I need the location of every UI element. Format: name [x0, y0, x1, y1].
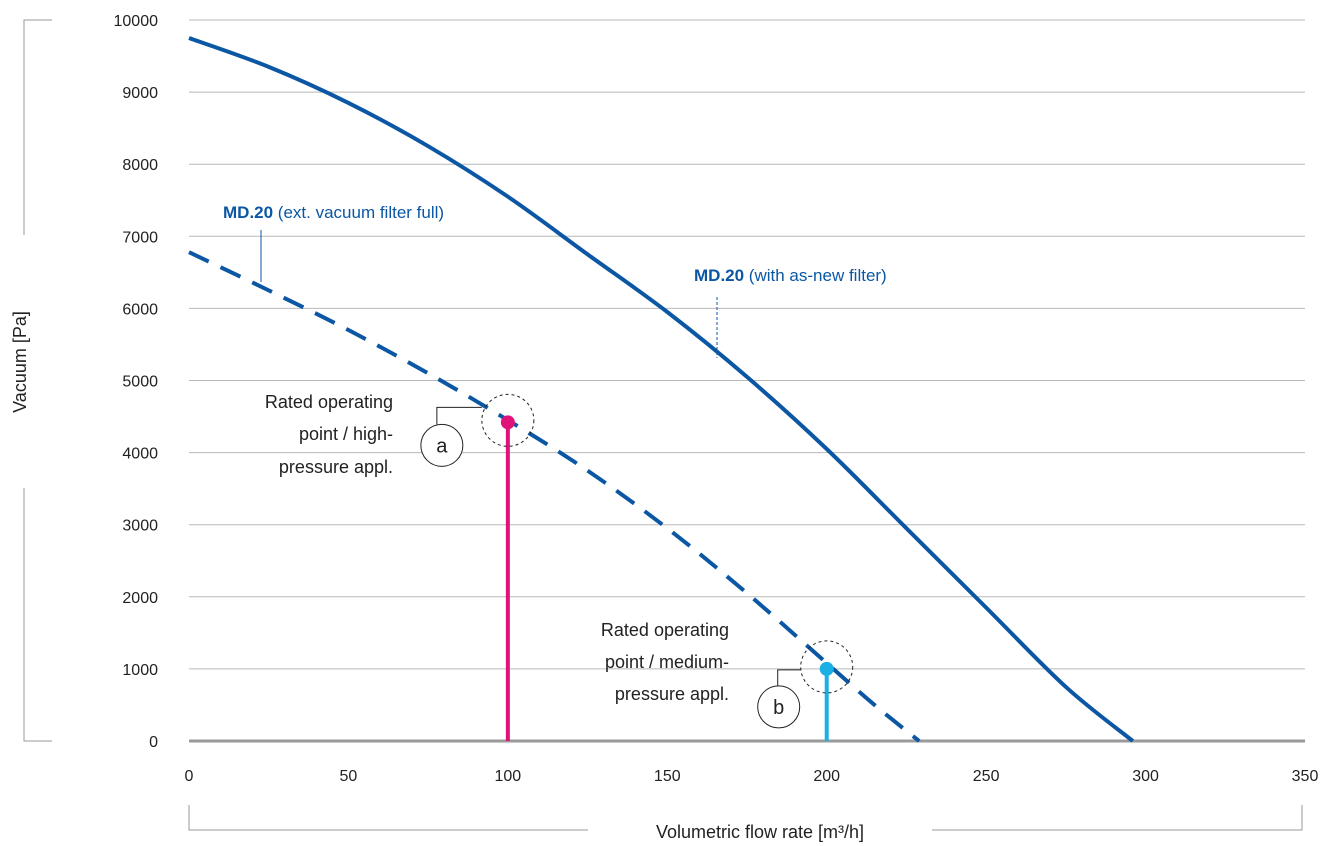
y-axis-ticks: 0 1000 2000 3000 4000 5000 6000 7000 8000 9000 100… — [114, 13, 159, 751]
y-tick-label: 10000 — [114, 13, 159, 30]
y-axis-bracket-top — [23, 19, 52, 235]
annotation-b-line-1: Rated operating — [601, 620, 729, 640]
operating-point-dot-a — [500, 415, 515, 430]
y-tick-label: 7000 — [122, 229, 158, 246]
annotation-b-line-3: pressure appl. — [615, 684, 729, 704]
x-axis-title: Volumetric flow rate [m³/h] — [656, 822, 864, 842]
y-tick-label: 1000 — [122, 662, 158, 679]
operating-points-layer: ab — [420, 393, 854, 741]
y-axis-title: Vacuum [Pa] — [10, 311, 30, 413]
x-axis-bracket-left — [188, 805, 588, 831]
grid-lines — [189, 19, 1305, 743]
x-tick-label: 100 — [495, 768, 522, 785]
series-layer — [188, 36, 1135, 743]
x-tick-label: 150 — [654, 768, 681, 785]
x-tick-label: 0 — [185, 768, 194, 785]
x-tick-label: 50 — [340, 768, 358, 785]
operating-point-badge-a — [420, 423, 464, 467]
operating-point-dot-b — [819, 661, 834, 676]
series-label-as-new-bold: MD.20 — [694, 266, 744, 285]
operating-point-ring-a — [481, 393, 535, 447]
series-line-filter-full — [188, 250, 921, 743]
series-label-filter-full: MD.20 (ext. vacuum filter full) — [223, 203, 444, 222]
x-tick-label: 300 — [1132, 768, 1159, 785]
series-label-filter-full-bold: MD.20 — [223, 203, 273, 222]
operating-point-ring-b — [800, 640, 854, 694]
y-tick-label: 5000 — [122, 374, 158, 391]
y-tick-label: 8000 — [122, 157, 158, 174]
annotation-a-line-2: point / high- — [299, 424, 393, 444]
operating-point-badge-b — [757, 685, 801, 729]
series-label-as-new: MD.20 (with as-new filter) — [694, 266, 887, 285]
annotation-a-line-1: Rated operating — [265, 392, 393, 412]
y-tick-label: 3000 — [122, 518, 158, 535]
y-tick-label: 2000 — [122, 590, 158, 607]
series-label-as-new-rest: (with as-new filter) — [744, 266, 887, 285]
operating-point-letter-b: b — [773, 697, 784, 719]
annotation-b-line-2: point / medium- — [605, 652, 729, 672]
series-line-as-new — [188, 36, 1135, 743]
operating-point-letter-a: a — [436, 435, 448, 457]
y-tick-label: 0 — [149, 734, 158, 751]
operating-point-leader-b — [777, 669, 801, 686]
series-label-filter-full-rest: (ext. vacuum filter full) — [273, 203, 444, 222]
annotation-a-line-3: pressure appl. — [279, 457, 393, 477]
x-axis-ticks: 0 50 100 150 200 250 300 350 — [185, 768, 1319, 785]
y-tick-label: 9000 — [122, 85, 158, 102]
operating-point-leader-a — [436, 406, 482, 425]
x-tick-label: 350 — [1292, 768, 1319, 785]
y-axis-bracket-bottom — [23, 488, 52, 742]
y-tick-label: 4000 — [122, 446, 158, 463]
y-tick-label: 6000 — [122, 301, 158, 318]
x-axis-bracket-right — [932, 805, 1303, 831]
x-tick-label: 200 — [813, 768, 840, 785]
x-tick-label: 250 — [973, 768, 1000, 785]
